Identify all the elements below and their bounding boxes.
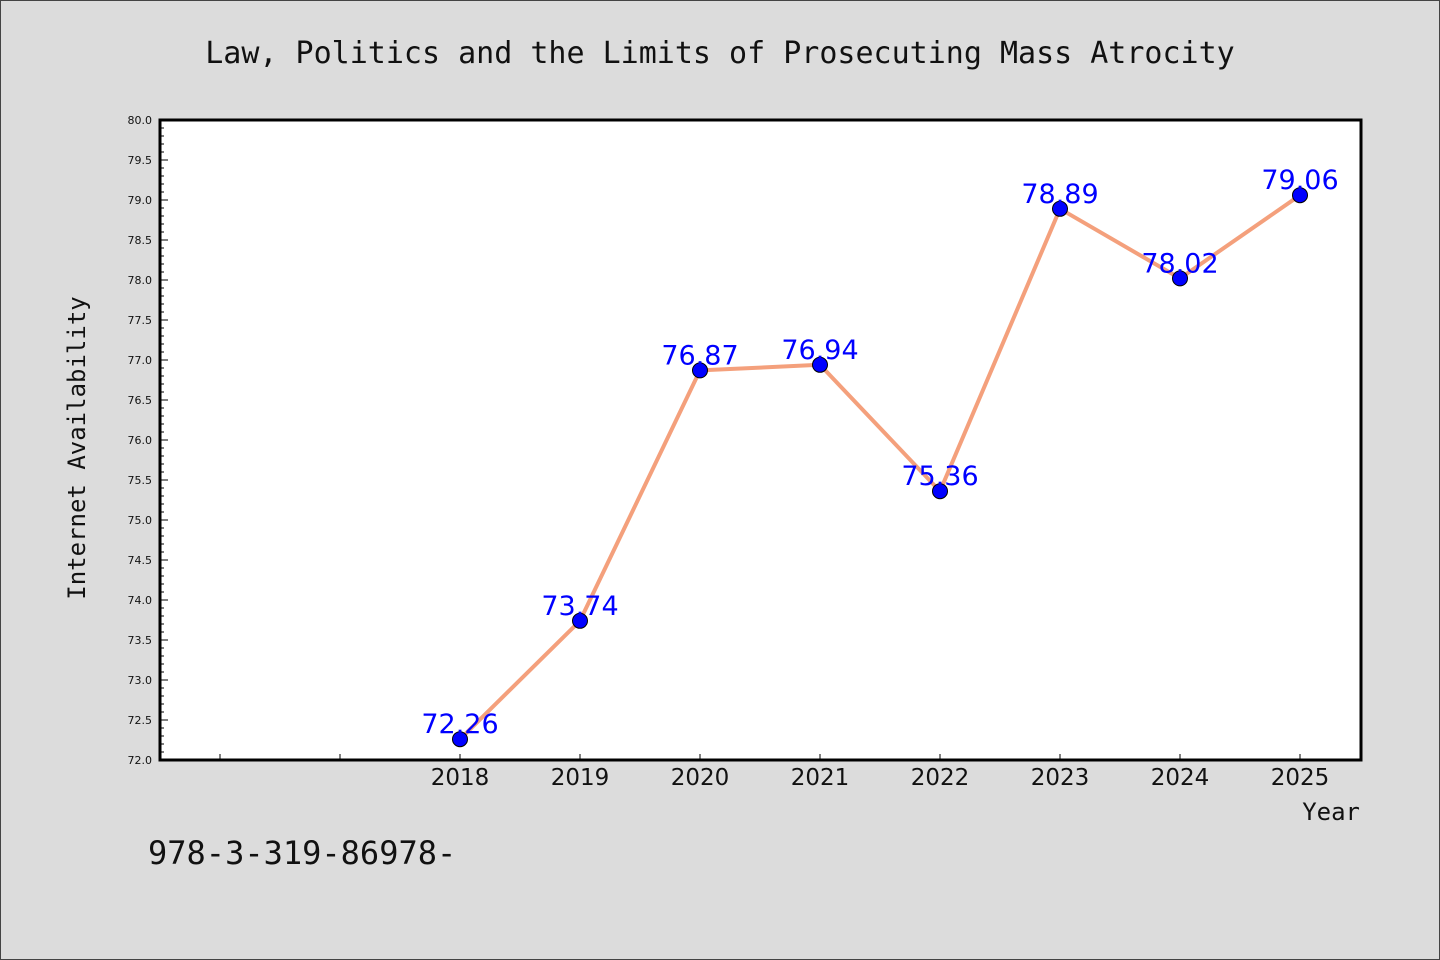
data-point (1292, 187, 1308, 204)
series-group: 72.26 73.74 76.87 76.94 75.36 78.89 78.02 79.06 (421, 165, 1339, 748)
y-axis-label: Internet Availability (63, 296, 91, 599)
x-tick-label: 2025 (1271, 765, 1330, 791)
y-tick-label: 75.5 (128, 474, 153, 487)
y-tick-label: 73.5 (128, 634, 153, 647)
data-point (692, 362, 708, 379)
y-tick-label: 74.0 (128, 594, 153, 607)
y-tick-label: 76.0 (128, 434, 153, 447)
y-tick-label: 73.0 (128, 674, 153, 687)
x-tick-label: 2020 (671, 765, 730, 791)
y-tick-label: 77.0 (128, 354, 153, 367)
x-tick-label: 2024 (1151, 765, 1210, 791)
x-tick-label: 2022 (911, 765, 970, 791)
data-label: 78.02 (1141, 248, 1218, 279)
data-point (1172, 270, 1188, 287)
y-tick-label: 79.0 (128, 194, 153, 207)
x-axis: 2018 2019 2020 2021 2022 2023 2024 2025 (219, 754, 1330, 791)
y-tick-label: 76.5 (128, 394, 153, 407)
y-tick-label: 78.5 (128, 234, 153, 247)
plot-area (158, 118, 1363, 762)
y-tick-label: 75.0 (128, 514, 153, 527)
footer-text: 978-3-319-86978- (148, 834, 456, 872)
y-tick-label: 77.5 (128, 314, 153, 327)
y-tick-label: 80.0 (128, 114, 153, 127)
y-tick-label: 78.0 (128, 274, 153, 287)
chart-title: Law, Politics and the Limits of Prosecut… (205, 36, 1235, 71)
x-axis-label: Year (1302, 798, 1360, 826)
data-label: 75.36 (901, 461, 978, 492)
x-tick-label: 2019 (551, 765, 610, 791)
data-label: 72.26 (421, 709, 498, 740)
data-label: 73.74 (541, 591, 618, 622)
y-tick-label: 74.5 (128, 554, 153, 567)
data-point (812, 356, 828, 373)
y-tick-label: 72.5 (128, 714, 153, 727)
data-label: 79.06 (1261, 165, 1338, 196)
data-label: 78.89 (1021, 179, 1098, 210)
y-tick-label: 72.0 (128, 754, 153, 767)
data-point (932, 483, 948, 500)
data-point (572, 612, 588, 629)
series-line (458, 193, 1302, 741)
data-point (1052, 200, 1068, 217)
data-label: 76.94 (781, 335, 858, 366)
x-tick-label: 2023 (1031, 765, 1090, 791)
x-tick-label: 2021 (791, 765, 850, 791)
data-label: 76.87 (661, 340, 738, 371)
y-axis: 72.0 72.5 73.0 73.5 74.0 74.5 75.0 75.5 76.0 76.5… (128, 114, 168, 767)
x-tick-label: 2018 (431, 765, 490, 791)
y-tick-label: 79.5 (128, 154, 153, 167)
data-point (452, 731, 468, 748)
